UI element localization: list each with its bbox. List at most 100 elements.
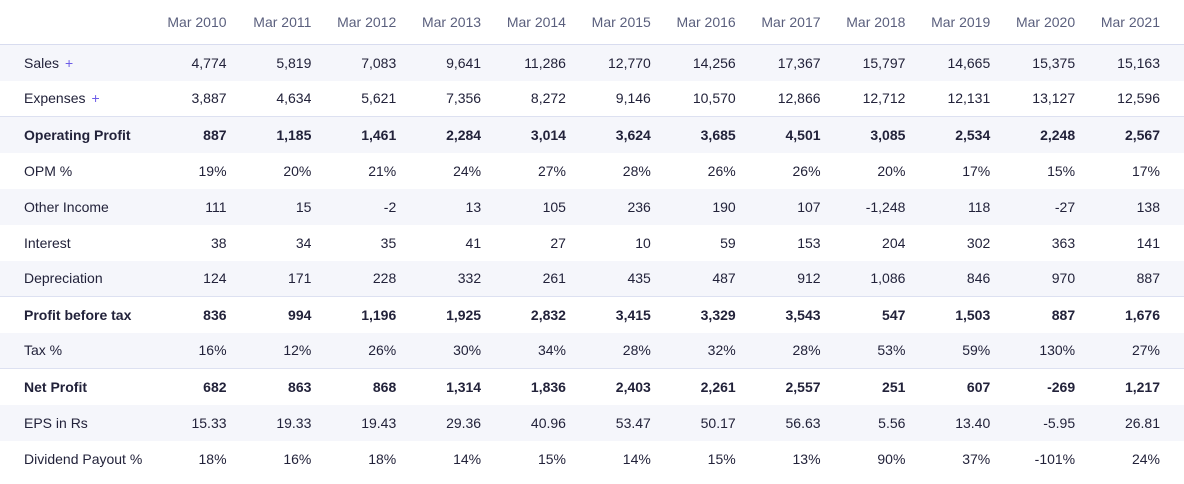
table-cell: 17% [1131,162,1160,179]
table-row-expenses[interactable]: Expenses +3,887 4,634 5,621 7,356 8,272 9,146 1… [0,81,1184,117]
column-header: Mar 2011 [250,0,336,45]
table-row-operating-profit: Operating Profit 887 1,185 1,461 2,284 3,014 3… [0,116,1184,153]
table-cell: 3,624 [589,116,675,153]
row-label-cell: Depreciation [0,260,166,297]
table-cell: 20% [283,162,312,179]
table-cell: 15,375 [1014,44,1100,81]
row-label: Operating Profit [24,126,131,143]
table-cell: 171 [250,260,336,297]
table-cell: 3,685 [674,116,760,153]
expand-expenses-button[interactable]: + [91,90,100,107]
table-cell: 153 [797,234,821,251]
table-cell: 1,217 [1099,368,1184,405]
table-cell: 1,461 [335,116,421,153]
table-cell: 17,367 [759,44,845,81]
table-cell: 4,634 [276,90,312,107]
table-cell: 3,543 [759,296,845,333]
table-cell: 487 [674,260,760,297]
table-cell: 863 [250,368,336,405]
table-cell: 28% [589,332,675,369]
table-cell: 190 [674,188,760,225]
table-cell: 19.33 [250,404,336,441]
table-cell: 34% [505,332,590,369]
row-label-cell: Tax % [0,332,166,369]
table-cell: 3,014 [505,116,590,153]
table-cell: 12,712 [862,90,906,107]
table-cell: 10,570 [692,90,736,107]
table-cell: 11,286 [505,44,590,81]
column-header: Mar 2015 [589,0,675,45]
table-cell: 124 [165,260,251,297]
table-cell: 90% [877,450,906,467]
table-cell: 5,819 [250,44,336,81]
table-cell: 7,083 [335,44,421,81]
table-cell: 607 [929,368,1015,405]
table-cell: 138 [1099,188,1184,225]
row-label-cell: Operating Profit [0,116,166,153]
table-row-depreciation: Depreciation 124 171 228 332 261 435 487 912 1,08… [0,260,1184,297]
table-cell: -269 [1014,368,1100,405]
table-cell: 547 [844,296,930,333]
table-cell: 251 [844,368,930,405]
table-cell: 19.43 [335,404,421,441]
table-cell: 19% [198,162,227,179]
table-cell: 27% [1099,332,1184,369]
table-cell: 15.33 [165,404,251,441]
table-cell: 20% [877,162,906,179]
table-cell: 8,272 [530,90,566,107]
column-header: Mar 2012 [335,0,421,45]
table-cell: 5,621 [361,90,397,107]
table-cell: 9,146 [615,90,651,107]
table-cell: 912 [759,260,845,297]
row-label: Depreciation [24,270,103,287]
table-cell: 41 [465,234,482,251]
table-cell: 14,665 [929,44,1015,81]
table-cell: 1,676 [1099,296,1184,333]
table-cell: 2,567 [1099,116,1184,153]
table-cell: 13,127 [1032,90,1076,107]
table-cell: 141 [1136,234,1160,251]
table-cell: -101% [1034,450,1076,467]
table-cell: 15% [1047,162,1076,179]
table-cell: 18% [198,450,227,467]
column-header: Mar 2018 [844,0,930,45]
row-label: Dividend Payout % [24,450,143,467]
column-header: Mar 2014 [505,0,590,45]
column-header: Mar 2017 [759,0,845,45]
row-label-cell: Interest [0,225,166,261]
table-cell: 30% [420,332,506,369]
table-row-dividend-payout: Dividend Payout % 18% 16% 18% 14% 15% 14% 15% 13… [0,441,1184,477]
row-label-cell[interactable]: Sales + [0,44,166,81]
table-cell: 836 [165,296,251,333]
table-cell: 111 [165,188,251,225]
table-cell: 27% [537,162,566,179]
table-row-profit-before-tax: Profit before tax 836 994 1,196 1,925 2,832 3,… [0,296,1184,333]
column-header: Mar 2010 [165,0,251,45]
column-header: Mar 2021 [1099,0,1184,45]
row-label: Sales [24,54,60,71]
expand-sales-button[interactable]: + [65,54,74,71]
row-label: OPM % [24,162,73,179]
table-row-opm: OPM % 19% 20% 21% 24% 27% 28% 26% 26% 20% 17% 15% 17… [0,153,1184,189]
table-cell: 302 [966,234,991,251]
table-cell: 1,196 [335,296,421,333]
table-cell: 34 [295,234,312,251]
row-label: Other Income [24,198,109,215]
table-cell: 26.81 [1099,404,1184,441]
row-label: Profit before tax [24,306,132,323]
table-row-sales[interactable]: Sales +4,774 5,819 7,083 9,641 11,286 12,770 14… [0,44,1184,81]
table-cell: 3,415 [589,296,675,333]
table-row-interest: Interest 38 34 35 41 27 10 59 153 204 302 363 141 [0,225,1184,261]
table-cell: 435 [589,260,675,297]
table-cell: 3,887 [191,90,227,107]
table-cell: 12,866 [777,90,821,107]
table-cell: 12,770 [589,44,675,81]
table-cell: 228 [335,260,421,297]
row-label-cell[interactable]: Expenses + [0,81,166,117]
table-cell: 50.17 [674,404,760,441]
table-cell: 2,832 [505,296,590,333]
table-cell: 970 [1014,260,1100,297]
row-label-cell: Profit before tax [0,296,166,333]
table-cell: 37% [962,450,991,467]
